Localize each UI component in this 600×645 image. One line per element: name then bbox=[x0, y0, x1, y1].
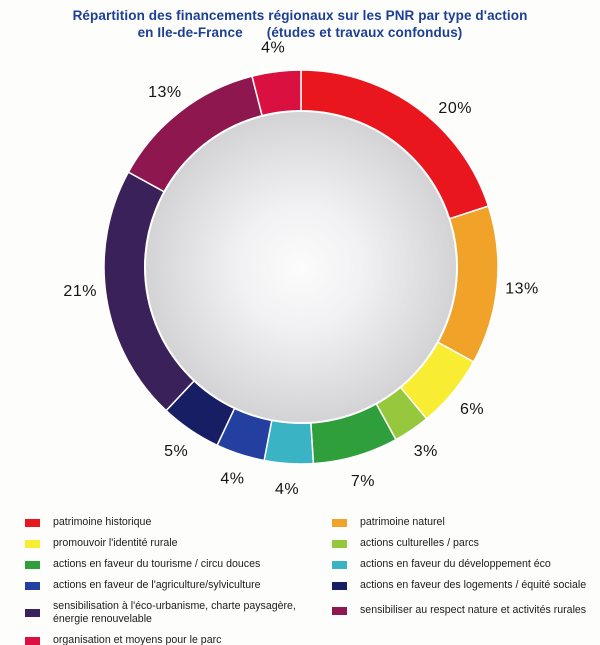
segment-percent-label: 5% bbox=[164, 443, 188, 460]
segment-percent-label: 13% bbox=[505, 281, 539, 298]
legend-item: organisation et moyens pour le parc bbox=[25, 634, 296, 645]
legend-item: actions en faveur de l'agriculture/sylvi… bbox=[25, 579, 296, 592]
legend-item: actions en faveur des logements / équité… bbox=[332, 579, 586, 592]
legend-item: patrimoine historique bbox=[25, 516, 296, 529]
legend-label: actions en faveur du développement éco bbox=[360, 558, 551, 570]
chart-title: Répartition des financements régionaux s… bbox=[0, 7, 600, 41]
legend-column-left: patrimoine historique promouvoir l'identi… bbox=[25, 516, 296, 645]
legend-label: actions culturelles / parcs bbox=[360, 537, 479, 549]
legend-color-chip bbox=[25, 609, 40, 617]
legend-item: sensibiliser au respect nature et activi… bbox=[332, 604, 586, 617]
legend-color-chip bbox=[332, 518, 347, 527]
donut-segment bbox=[263, 419, 315, 465]
legend-label: promouvoir l'identité rurale bbox=[53, 537, 178, 549]
donut-percent-labels: 20% 13% 6% 3% 7% 4% 4% 5% 21% 13% 4% bbox=[63, 39, 538, 498]
chart-title-region: en Ile-de-France bbox=[137, 25, 243, 40]
legend-label: actions en faveur de l'agriculture/sylvi… bbox=[53, 579, 261, 591]
legend-label: organisation et moyens pour le parc bbox=[53, 634, 222, 645]
segment-percent-label: 20% bbox=[438, 100, 472, 117]
legend-color-chip bbox=[332, 539, 347, 548]
segment-percent-label: 21% bbox=[63, 283, 97, 300]
legend-item: actions culturelles / parcs bbox=[332, 537, 586, 550]
legend-item: promouvoir l'identité rurale bbox=[25, 537, 296, 550]
chart-title-line2: en Ile-de-France (études et travaux confo… bbox=[0, 24, 600, 41]
segment-percent-label: 4% bbox=[275, 481, 299, 498]
legend-label: actions en faveur du tourisme / circu do… bbox=[53, 558, 261, 570]
chart-title-subtitle: (études et travaux confondus) bbox=[266, 25, 463, 40]
legend-color-chip bbox=[25, 581, 40, 590]
segment-percent-label: 7% bbox=[351, 473, 375, 490]
legend-label: patrimoine naturel bbox=[360, 516, 445, 528]
legend-color-chip bbox=[25, 518, 40, 527]
legend-color-chip bbox=[332, 581, 347, 590]
segment-percent-label: 4% bbox=[261, 39, 285, 56]
legend-item: actions en faveur du tourisme / circu do… bbox=[25, 558, 296, 571]
chart-title-line1: Répartition des financements régionaux s… bbox=[72, 8, 528, 23]
segment-percent-label: 4% bbox=[220, 471, 244, 488]
donut-inner-circle bbox=[144, 110, 458, 424]
segment-percent-label: 6% bbox=[460, 401, 484, 418]
legend-color-chip bbox=[25, 636, 40, 645]
donut-chart: 20% 13% 6% 3% 7% 4% 4% 5% 21% 13% 4% bbox=[63, 39, 538, 498]
legend-column-right: patrimoine naturel actions culturelles / … bbox=[332, 516, 586, 625]
legend-label: actions en faveur des logements / équité… bbox=[360, 579, 587, 591]
legend-label: sensibiliser au respect nature et activi… bbox=[360, 604, 587, 616]
legend-label: sensibilisation à l'éco-urbanisme, chart… bbox=[53, 600, 296, 625]
legend-color-chip bbox=[25, 539, 40, 548]
segment-percent-label: 13% bbox=[148, 84, 182, 101]
legend-color-chip bbox=[25, 560, 40, 569]
legend-item: patrimoine naturel bbox=[332, 516, 586, 529]
legend-item: actions en faveur du développement éco bbox=[332, 558, 586, 571]
segment-percent-label: 3% bbox=[414, 443, 438, 460]
legend-color-chip bbox=[332, 606, 347, 615]
legend-color-chip bbox=[332, 560, 347, 569]
legend-item: sensibilisation à l'éco-urbanisme, chart… bbox=[25, 600, 296, 626]
legend-label: patrimoine historique bbox=[53, 516, 152, 528]
